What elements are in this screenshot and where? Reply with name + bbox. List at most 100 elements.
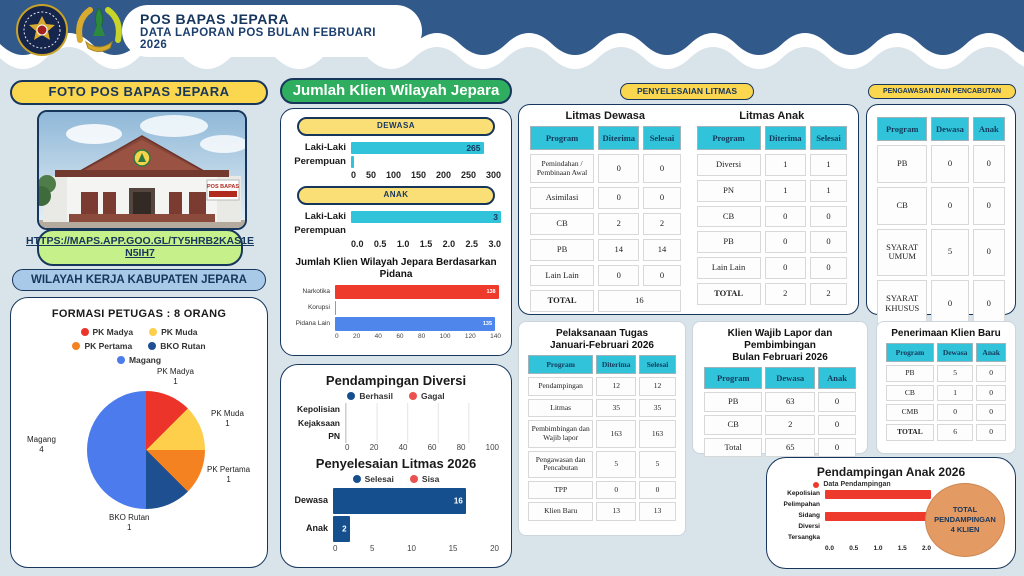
cell: TPP: [528, 480, 594, 500]
cell: 35: [639, 398, 676, 418]
legend-dot: [409, 475, 418, 483]
axis-tick: 0.5: [373, 239, 387, 249]
axis-tick: 20: [369, 443, 379, 452]
cell: 0: [976, 384, 1006, 402]
cell: 163: [639, 420, 676, 448]
table-total-row: TOTAL 16: [530, 290, 681, 313]
litmas-anak-title: Litmas Anak: [739, 110, 805, 122]
axis-tick: 60: [396, 333, 404, 340]
table-header-row: Program Dewasa Anak: [886, 343, 1006, 362]
cell: SYARAT UMUM: [877, 228, 928, 277]
anak-axis: 0.0 0.5 1.0 1.5 2.0 2.5 3.0: [351, 239, 501, 249]
maps-link[interactable]: HTTPS://MAPS.APP.GOO.GL/TY5HRB2KAS1E N5I…: [26, 229, 254, 266]
axis-tick: 1.5: [897, 545, 907, 552]
klien-header-pill: Jumlah Klien Wilayah Jepara: [280, 78, 512, 104]
legend-label: Sisa: [421, 474, 440, 484]
foto-section-label: FOTO POS BAPAS JEPARA: [48, 84, 230, 100]
pie-label: Magang 4: [27, 435, 56, 454]
cell: PB: [877, 145, 928, 183]
axis-tick: 60: [427, 443, 437, 452]
page-subtitle: DATA LAPORAN POS BULAN FEBRUARI 2026: [140, 27, 376, 51]
litmas-anak-section: Litmas Anak Program Diterima Selesai Div…: [693, 110, 852, 309]
table-total-row: TOTAL 2 2: [696, 282, 847, 305]
col-header: Program: [877, 117, 928, 141]
penyelesaian-litmas-pill: PENYELESAIAN LITMAS: [620, 83, 754, 100]
axis-tick: 5: [370, 544, 375, 553]
cell: Pemindahan / Pembinaan Awal: [530, 154, 595, 184]
legend-label: Magang: [128, 355, 162, 365]
legend-label: Berhasil: [359, 391, 393, 401]
bar-category: Tersangka: [787, 534, 820, 542]
cell: 0: [643, 187, 681, 210]
cell: Lain Lain: [530, 264, 595, 287]
axis-tick: 100: [485, 443, 499, 452]
table-header-row: Program Dewasa Anak: [877, 117, 1005, 141]
table-row: CB 2 2: [530, 213, 681, 235]
col-header: Program: [704, 367, 763, 389]
legend-item: Sisa: [409, 474, 440, 484]
cell: 13: [596, 502, 637, 521]
col-header: Selesai: [639, 355, 676, 374]
cell: 5: [596, 450, 637, 478]
cell: 0: [639, 480, 676, 500]
anak-pill: ANAK: [297, 186, 495, 205]
legend-dot: [148, 342, 157, 350]
pengawasan-table: Program Dewasa Anak PB 0 0 CB 0 0 SYARAT UMU…: [873, 113, 1009, 332]
axis-tick: 80: [417, 333, 426, 340]
bar-dewasa-laki: 265: [351, 142, 484, 154]
litmas-card: Litmas Dewasa Program Diterima Selesai P…: [518, 104, 859, 315]
col-header: Dewasa: [936, 343, 974, 362]
cell: 0: [976, 404, 1006, 421]
pelaksanaan-table: Program Diterima Selesai Pendampingan 12 1…: [525, 352, 679, 524]
cell: 12: [639, 377, 676, 396]
legend-dot: [352, 475, 361, 483]
cell: 0: [809, 257, 847, 279]
cell: 13: [639, 502, 676, 521]
cell-total-label: TOTAL: [530, 290, 595, 313]
pengawasan-label: PENGAWASAN DAN PENCABUTAN: [882, 87, 1002, 95]
litmas2026-chart: Dewasa 16 Anak 2 0 5 10 15 20: [293, 488, 499, 553]
legend-item: BKO Rutan: [148, 341, 206, 351]
ministry-logo-icon: [16, 4, 68, 56]
table-row: TPP 0 0: [528, 480, 676, 500]
bar-category: Sidang: [798, 512, 820, 520]
table-row: CB 1 0: [886, 384, 1006, 402]
badge-line: PENDAMPINGAN: [934, 515, 996, 525]
diversi-plot: [345, 403, 499, 443]
cell: 5: [936, 365, 974, 382]
formasi-title: FORMASI PETUGAS : 8 ORANG: [51, 308, 227, 320]
col-header: Diterima: [596, 355, 637, 374]
legend-item: Magang: [116, 355, 162, 365]
axis-tick: 300: [485, 170, 501, 180]
litmas2026-legend: Selesai Sisa: [293, 474, 499, 484]
klien-header-label: Jumlah Klien Wilayah Jepara: [292, 81, 500, 99]
cell: Total: [704, 437, 763, 458]
cell: 0: [936, 404, 974, 421]
maps-link-line2: N5IH7: [125, 246, 155, 259]
diversi-card: Pendampingan Diversi Berhasil Gagal Kepo…: [280, 364, 512, 568]
axis-tick: 120: [464, 333, 476, 340]
col-header: Program: [696, 126, 761, 150]
legend-dot: [149, 328, 158, 336]
cell: Diversi: [696, 154, 761, 176]
cell: CB: [877, 186, 928, 225]
cell: 0: [972, 186, 1005, 225]
formasi-pie-area: PK Madya 1 PK Muda 1 PK Pertama 1 BKO Rutan…: [17, 367, 261, 542]
wajib-lapor-title: Klien Wajib Lapor dan Pembimbingan Bulan …: [727, 328, 833, 363]
table-row: PB 14 14: [530, 238, 681, 261]
table-row: SYARAT UMUM 5 0: [877, 228, 1005, 277]
legend-dot: [408, 392, 417, 400]
maps-link-line1: HTTPS://MAPS.APP.GOO.GL/TY5HRB2KAS1E: [26, 234, 254, 247]
pendampingan-anak-card: Pendampingan Anak 2026 Data Pendampingan…: [766, 457, 1016, 569]
office-photo: POS BAPAS: [37, 110, 247, 230]
bar-value: 265: [466, 143, 481, 153]
litmas-anak-table: Program Diterima Selesai Diversi 1 1 PN 1 1 …: [693, 122, 852, 309]
cell: 0: [643, 264, 681, 287]
cell: 14: [643, 238, 681, 261]
bar-korupsi: [335, 301, 337, 315]
cell: 1: [764, 179, 806, 202]
cell: 0: [976, 365, 1006, 382]
formasi-card: FORMASI PETUGAS : 8 ORANG PK Madya PK Mu…: [10, 297, 268, 568]
legend-item: PK Muda: [149, 327, 198, 337]
